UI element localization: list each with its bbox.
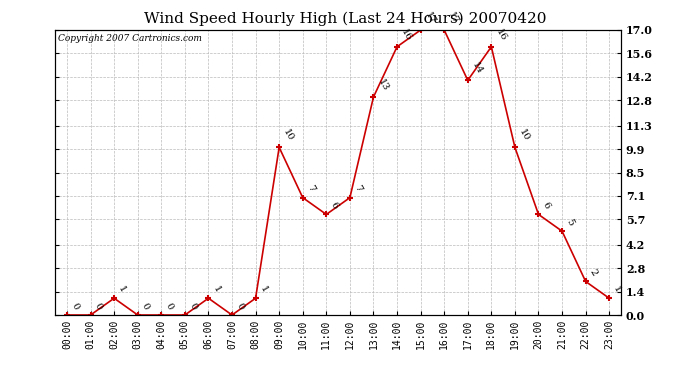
Text: 10: 10 bbox=[518, 128, 531, 143]
Text: Copyright 2007 Cartronics.com: Copyright 2007 Cartronics.com bbox=[58, 34, 202, 43]
Text: 2: 2 bbox=[588, 267, 599, 277]
Text: 1: 1 bbox=[611, 284, 622, 294]
Text: 0: 0 bbox=[164, 301, 175, 311]
Text: 17: 17 bbox=[446, 10, 461, 26]
Text: 0: 0 bbox=[235, 301, 245, 311]
Text: Wind Speed Hourly High (Last 24 Hours) 20070420: Wind Speed Hourly High (Last 24 Hours) 2… bbox=[144, 11, 546, 26]
Text: 16: 16 bbox=[400, 27, 413, 43]
Text: 6: 6 bbox=[541, 200, 552, 210]
Text: 16: 16 bbox=[493, 27, 508, 43]
Text: 1: 1 bbox=[117, 284, 128, 294]
Text: 0: 0 bbox=[140, 301, 151, 311]
Text: 7: 7 bbox=[305, 183, 316, 194]
Text: 14: 14 bbox=[470, 61, 484, 76]
Text: 10: 10 bbox=[282, 128, 295, 143]
Text: 7: 7 bbox=[352, 183, 363, 194]
Text: 13: 13 bbox=[376, 78, 390, 93]
Text: 6: 6 bbox=[328, 200, 339, 210]
Text: 0: 0 bbox=[69, 301, 80, 311]
Text: 5: 5 bbox=[564, 217, 575, 227]
Text: 0: 0 bbox=[187, 301, 198, 311]
Text: 1: 1 bbox=[258, 284, 269, 294]
Text: 1: 1 bbox=[210, 284, 221, 294]
Text: 17: 17 bbox=[423, 10, 437, 26]
Text: 0: 0 bbox=[93, 301, 104, 311]
